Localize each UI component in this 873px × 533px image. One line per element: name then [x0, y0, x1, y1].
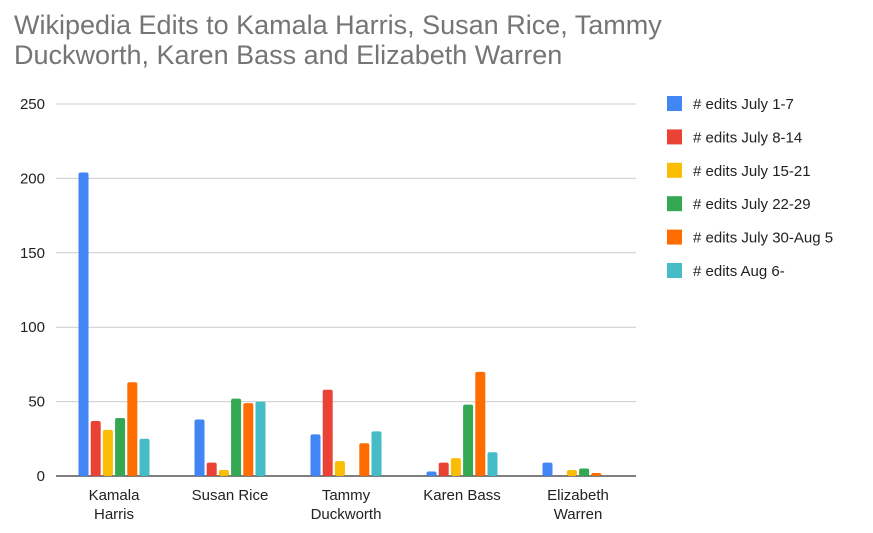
y-tick-label: 250 [20, 96, 45, 113]
x-tick-label: Kamala [89, 487, 141, 504]
x-tick-label: Duckworth [311, 506, 382, 523]
legend-swatch [667, 162, 682, 178]
y-tick-label: 50 [28, 394, 45, 411]
bar [231, 398, 242, 476]
bar [450, 458, 461, 476]
bar [475, 371, 486, 476]
legend-label: # edits Aug 6- [693, 263, 785, 280]
bar [127, 382, 138, 476]
legend-swatch [667, 196, 682, 212]
bars [78, 172, 602, 476]
bar [426, 471, 437, 476]
chart-title-line-2: Duckworth, Karen Bass and Elizabeth Warr… [14, 40, 563, 70]
bar [139, 438, 150, 476]
bar [463, 404, 474, 476]
y-axis: 0 50 100 150 200 250 [20, 96, 45, 485]
bar [487, 452, 498, 476]
bar [542, 462, 553, 476]
legend-label: # edits July 1-7 [693, 96, 794, 113]
bar [206, 462, 217, 476]
bar [566, 470, 577, 476]
legend-swatch [667, 129, 682, 145]
grid-lines [56, 103, 636, 477]
bar [243, 403, 254, 476]
x-axis: Kamala Harris Susan Rice Tammy Duckworth Kare… [89, 487, 609, 523]
legend-swatch [667, 229, 682, 245]
bar [371, 431, 382, 476]
bar [115, 417, 126, 476]
x-tick-label: Elizabeth [547, 487, 609, 504]
y-tick-label: 200 [20, 170, 45, 187]
bar [78, 172, 89, 476]
legend-swatch [667, 263, 682, 278]
y-tick-label: 100 [20, 319, 45, 336]
legend-label: # edits July 15-21 [693, 163, 811, 180]
bar [334, 461, 345, 476]
bar [218, 470, 229, 476]
chart-title-line-1: Wikipedia Edits to Kamala Harris, Susan … [14, 10, 662, 40]
bar [90, 420, 101, 476]
bar [255, 401, 266, 476]
x-tick-label: Harris [94, 506, 134, 523]
bar [102, 429, 113, 476]
legend-label: # edits July 8-14 [693, 129, 802, 146]
x-tick-label: Susan Rice [192, 487, 269, 504]
x-tick-label: Warren [554, 506, 603, 523]
bar [322, 389, 333, 476]
chart-title: Wikipedia Edits to Kamala Harris, Susan … [14, 10, 774, 70]
bar [359, 443, 370, 476]
x-tick-label: Karen Bass [423, 487, 501, 504]
y-tick-label: 0 [37, 468, 45, 485]
bar [579, 468, 590, 476]
bar [438, 462, 449, 476]
legend: # edits July 1-7 # edits July 8-14 # edits… [667, 96, 833, 280]
bar [591, 473, 602, 476]
y-tick-label: 150 [20, 245, 45, 262]
x-tick-label: Tammy [322, 487, 371, 504]
legend-swatch [667, 96, 682, 111]
legend-label: # edits July 22-29 [693, 196, 811, 213]
bar [310, 434, 321, 476]
bar [194, 419, 205, 476]
legend-label: # edits July 30-Aug 5 [693, 230, 833, 247]
